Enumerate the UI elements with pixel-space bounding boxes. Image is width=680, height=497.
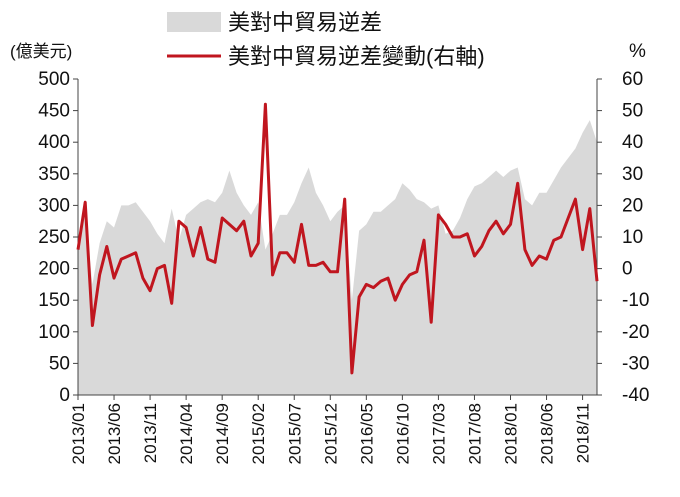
x-tick-label: 2018/11	[574, 403, 593, 463]
left-tick-label: 300	[38, 195, 70, 216]
left-tick-label: 500	[38, 69, 70, 90]
x-tick-label: 2015/12	[321, 403, 340, 464]
right-tick-label: 60	[622, 69, 643, 90]
right-tick-label: 40	[622, 132, 643, 153]
right-tick-label: -30	[622, 353, 649, 374]
legend-area-label: 美對中貿易逆差	[228, 10, 382, 35]
x-tick-label: 2016/10	[393, 403, 412, 464]
x-tick-label: 2013/11	[141, 403, 160, 463]
x-tick-label: 2013/06	[105, 403, 124, 464]
right-tick-label: 50	[622, 101, 643, 122]
left-tick-label: 150	[38, 290, 70, 311]
right-tick-label: 30	[622, 164, 643, 185]
right-axis-unit: %	[629, 41, 646, 62]
left-tick-label: 200	[38, 259, 70, 280]
x-tick-label: 2017/08	[465, 403, 484, 464]
x-tick-label: 2014/04	[177, 403, 196, 464]
right-tick-label: 10	[622, 227, 643, 248]
left-tick-label: 50	[49, 353, 70, 374]
x-tick-label: 2018/01	[502, 403, 521, 464]
x-tick-label: 2017/03	[429, 403, 448, 464]
left-axis-unit: (億美元)	[10, 42, 72, 61]
x-tick-label: 2013/01	[69, 403, 88, 464]
left-tick-label: 0	[59, 385, 70, 406]
x-tick-label: 2016/05	[357, 403, 376, 464]
left-tick-label: 100	[38, 322, 70, 343]
left-tick-label: 450	[38, 101, 70, 122]
legend-area-swatch	[167, 12, 221, 32]
right-tick-label: -40	[622, 385, 649, 406]
right-tick-label: 20	[622, 195, 643, 216]
left-tick-label: 350	[38, 164, 70, 185]
left-tick-label: 400	[38, 132, 70, 153]
x-tick-label: 2014/09	[213, 403, 232, 464]
legend-line-label: 美對中貿易逆差變動(右軸)	[228, 44, 485, 69]
x-tick-label: 2018/06	[538, 403, 557, 464]
plot-area: 050100150200250300350400450500-40-30-20-…	[38, 69, 649, 464]
right-tick-label: -10	[622, 290, 649, 311]
x-tick-label: 2015/02	[249, 403, 268, 464]
right-tick-label: -20	[622, 322, 649, 343]
legend: 美對中貿易逆差 美對中貿易逆差變動(右軸)	[167, 10, 485, 69]
series-line-deficit-change	[76, 102, 599, 375]
x-tick-label: 2015/07	[285, 403, 304, 464]
right-tick-label: 0	[622, 259, 633, 280]
left-tick-label: 250	[38, 227, 70, 248]
